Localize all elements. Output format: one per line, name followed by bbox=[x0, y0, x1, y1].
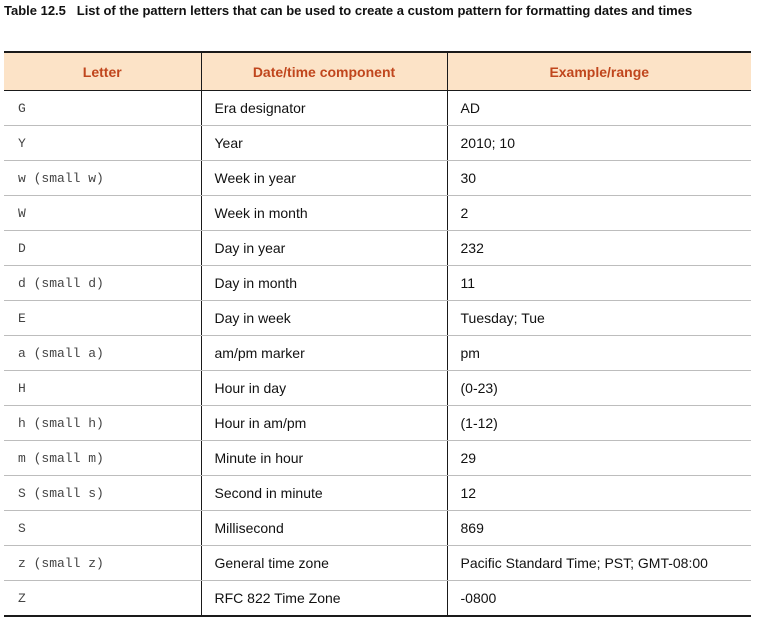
letter-cell: G bbox=[4, 90, 201, 126]
component-cell: Hour in am/pm bbox=[200, 405, 447, 441]
table-header: Letter Date/time component Example/range bbox=[4, 51, 751, 91]
table-row: E Day in week Tuesday; Tue bbox=[4, 300, 751, 336]
letter-cell: D bbox=[4, 230, 201, 266]
example-cell: 2 bbox=[446, 195, 751, 231]
example-cell: AD bbox=[446, 90, 751, 126]
table-caption-text: List of the pattern letters that can be … bbox=[76, 3, 693, 18]
letter-cell: a (small a) bbox=[4, 335, 201, 371]
example-cell: 232 bbox=[446, 230, 751, 266]
table-row: Z RFC 822 Time Zone -0800 bbox=[4, 580, 751, 617]
table-row: D Day in year 232 bbox=[4, 230, 751, 266]
column-header-letter: Letter bbox=[4, 51, 201, 91]
letter-cell: W bbox=[4, 195, 201, 231]
table-row: S (small s) Second in minute 12 bbox=[4, 475, 751, 511]
example-cell: (0-23) bbox=[446, 370, 751, 406]
table-row: Y Year 2010; 10 bbox=[4, 125, 751, 161]
component-cell: Week in month bbox=[200, 195, 447, 231]
letter-cell: Z bbox=[4, 580, 201, 617]
component-cell: am/pm marker bbox=[200, 335, 447, 371]
example-cell: 29 bbox=[446, 440, 751, 476]
example-cell: pm bbox=[446, 335, 751, 371]
component-cell: Minute in hour bbox=[200, 440, 447, 476]
letter-cell: z (small z) bbox=[4, 545, 201, 581]
table-body: G Era designator AD Y Year 2010; 10 w (small w… bbox=[4, 90, 751, 617]
component-cell: Millisecond bbox=[200, 510, 447, 546]
table-row: a (small a) am/pm marker pm bbox=[4, 335, 751, 371]
example-cell: 869 bbox=[446, 510, 751, 546]
component-cell: Era designator bbox=[200, 90, 447, 126]
letter-cell: d (small d) bbox=[4, 265, 201, 301]
table-caption: Table 12.5 List of the pattern letters t… bbox=[4, 1, 754, 20]
letter-cell: S bbox=[4, 510, 201, 546]
example-cell: Pacific Standard Time; PST; GMT-08:00 bbox=[446, 545, 751, 581]
letter-cell: h (small h) bbox=[4, 405, 201, 441]
table-row: W Week in month 2 bbox=[4, 195, 751, 231]
letter-cell: Y bbox=[4, 125, 201, 161]
letter-cell: S (small s) bbox=[4, 475, 201, 511]
component-cell: Week in year bbox=[200, 160, 447, 196]
pattern-letters-table-container: Letter Date/time component Example/range… bbox=[4, 51, 751, 617]
component-cell: Year bbox=[200, 125, 447, 161]
example-cell: (1-12) bbox=[446, 405, 751, 441]
column-header-component: Date/time component bbox=[200, 51, 447, 91]
component-cell: Day in week bbox=[200, 300, 447, 336]
example-cell: Tuesday; Tue bbox=[446, 300, 751, 336]
component-cell: Day in month bbox=[200, 265, 447, 301]
table-row: m (small m) Minute in hour 29 bbox=[4, 440, 751, 476]
component-cell: Second in minute bbox=[200, 475, 447, 511]
component-cell: General time zone bbox=[200, 545, 447, 581]
example-cell: -0800 bbox=[446, 580, 751, 617]
table-row: H Hour in day (0-23) bbox=[4, 370, 751, 406]
letter-cell: H bbox=[4, 370, 201, 406]
table-row: h (small h) Hour in am/pm (1-12) bbox=[4, 405, 751, 441]
example-cell: 30 bbox=[446, 160, 751, 196]
column-header-example: Example/range bbox=[446, 51, 751, 91]
example-cell: 11 bbox=[446, 265, 751, 301]
table-row: d (small d) Day in month 11 bbox=[4, 265, 751, 301]
example-cell: 2010; 10 bbox=[446, 125, 751, 161]
table-row: G Era designator AD bbox=[4, 90, 751, 126]
table-header-row: Letter Date/time component Example/range bbox=[4, 51, 751, 91]
letter-cell: w (small w) bbox=[4, 160, 201, 196]
component-cell: Day in year bbox=[200, 230, 447, 266]
example-cell: 12 bbox=[446, 475, 751, 511]
pattern-letters-table: Letter Date/time component Example/range… bbox=[4, 51, 751, 617]
component-cell: Hour in day bbox=[200, 370, 447, 406]
letter-cell: E bbox=[4, 300, 201, 336]
component-cell: RFC 822 Time Zone bbox=[200, 580, 447, 617]
table-row: w (small w) Week in year 30 bbox=[4, 160, 751, 196]
letter-cell: m (small m) bbox=[4, 440, 201, 476]
table-row: z (small z) General time zone Pacific Stan… bbox=[4, 545, 751, 581]
table-row: S Millisecond 869 bbox=[4, 510, 751, 546]
table-caption-label: Table 12.5 bbox=[4, 3, 66, 18]
